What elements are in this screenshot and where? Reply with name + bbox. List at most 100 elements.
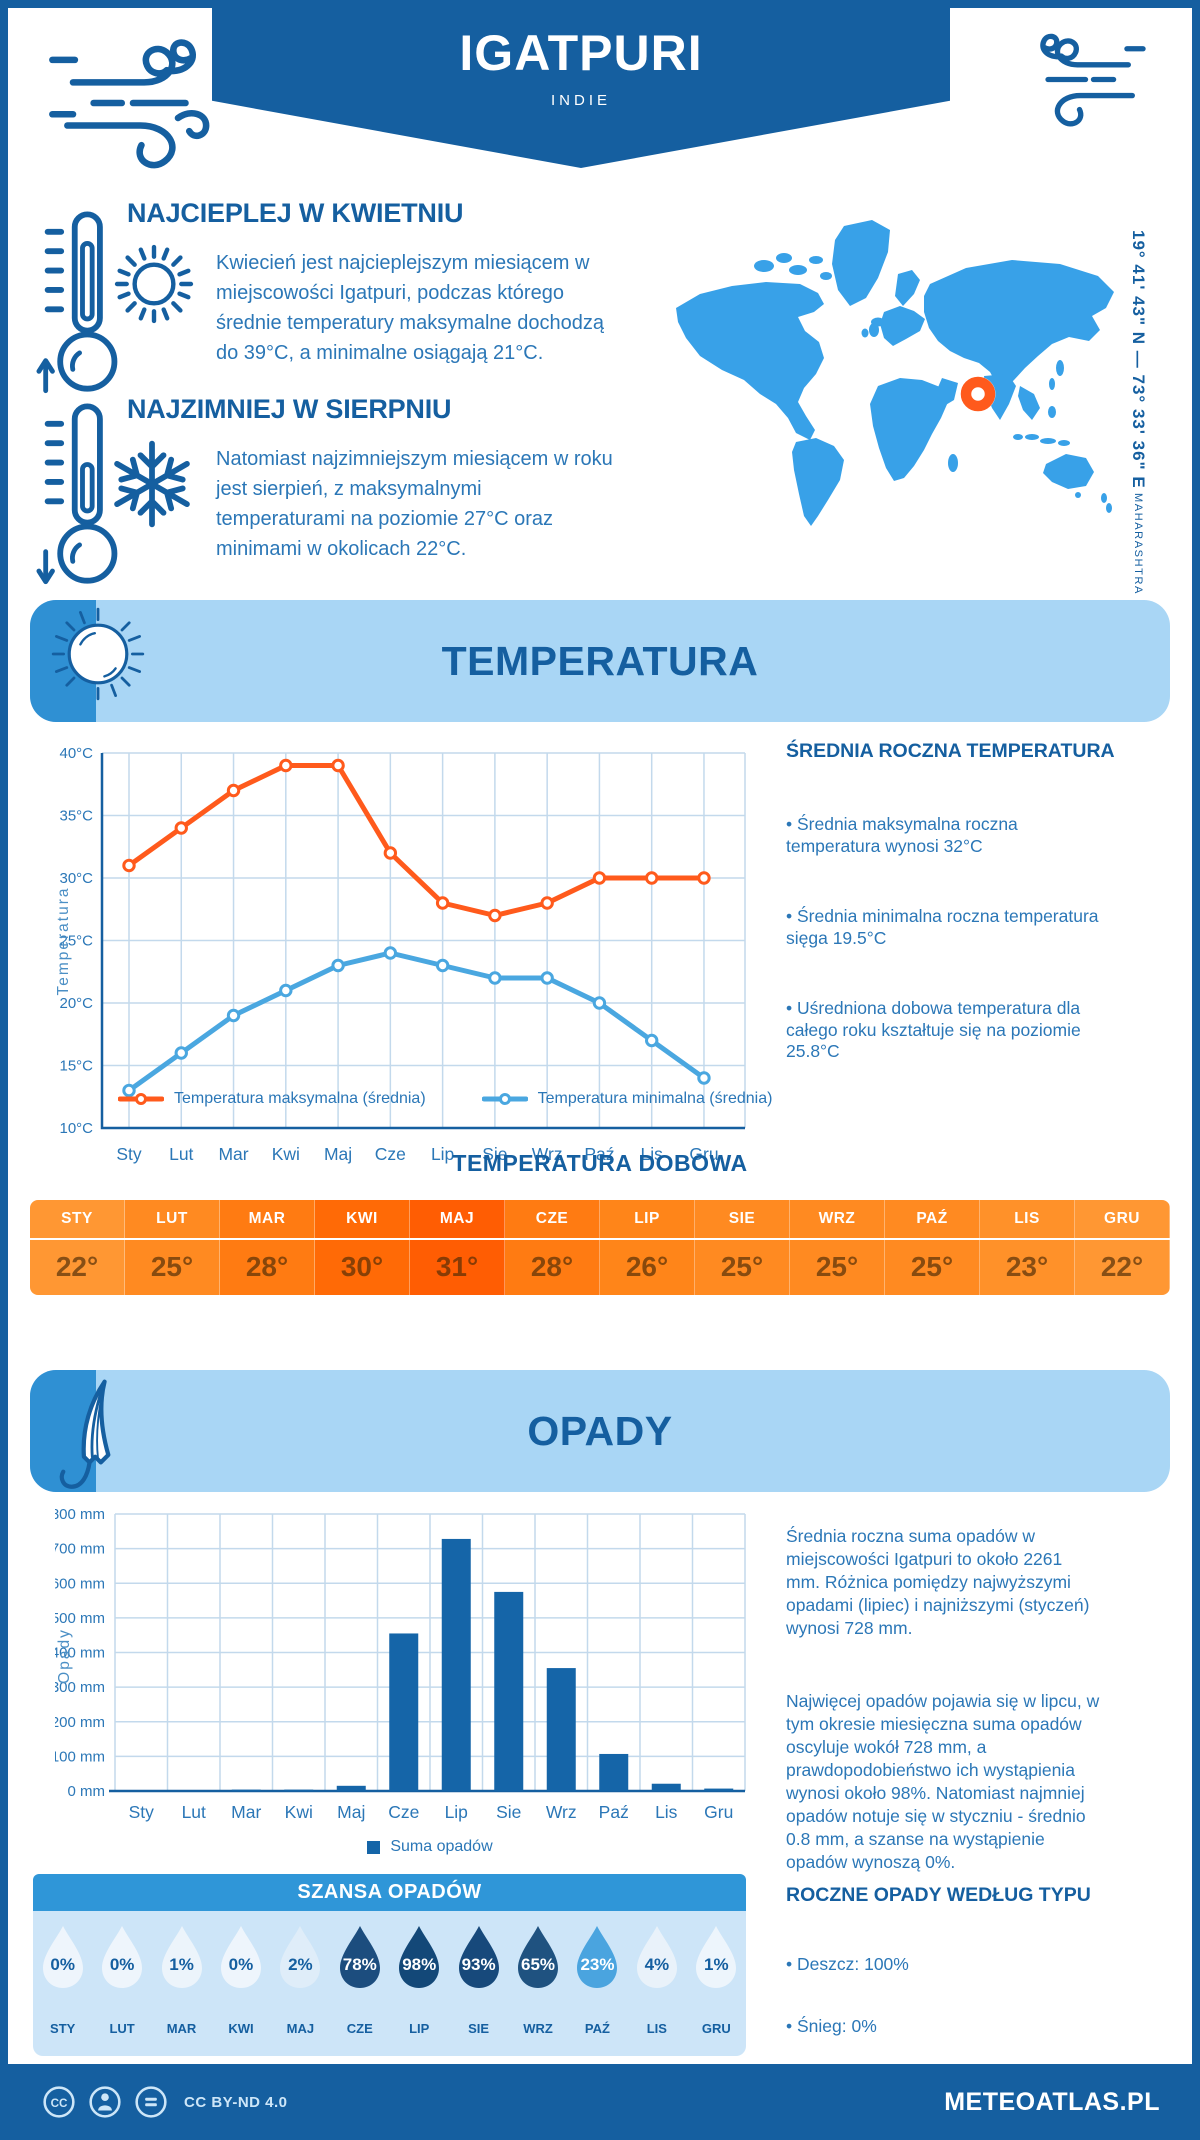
daily-temp-value: 22° bbox=[1100, 1250, 1144, 1282]
y-tick-label: 0 mm bbox=[68, 1783, 106, 1800]
daily-temp-value: 28° bbox=[245, 1250, 289, 1282]
coldest-text: Natomiast najzimniejszym miesiącem w rok… bbox=[216, 448, 613, 560]
chance-month: LIP bbox=[409, 2021, 430, 2036]
y-tick-label: 400 mm bbox=[55, 1645, 105, 1662]
data-point bbox=[279, 758, 293, 773]
legend-label: Suma opadów bbox=[390, 1838, 493, 1855]
daily-temp-cell: CZE 28° bbox=[505, 1200, 600, 1295]
warmest-text: Kwiecień jest najcieplejszym miesiącem w… bbox=[216, 252, 604, 364]
daily-temp-value: 25° bbox=[910, 1250, 954, 1282]
droplet-icon bbox=[280, 1926, 321, 1988]
y-tick-label: 500 mm bbox=[55, 1610, 105, 1627]
page-title: IGATPURI bbox=[459, 25, 703, 81]
chance-month: WRZ bbox=[523, 2021, 553, 2036]
sun-icon bbox=[51, 607, 145, 701]
data-point bbox=[122, 858, 136, 873]
daily-temp-cell: STY 22° bbox=[30, 1200, 125, 1295]
precip-paragraph: Średnia roczna suma opadów w miejscowośc… bbox=[786, 1526, 1090, 1638]
chance-value: 65% bbox=[521, 1955, 556, 1974]
license-label: CC BY-ND 4.0 bbox=[184, 2093, 288, 2111]
precip-chance-drop: 0% STY bbox=[33, 1911, 92, 2056]
thermometer-up-icon bbox=[36, 211, 118, 394]
series-line bbox=[126, 950, 707, 1093]
x-tick-label: Lut bbox=[169, 1144, 193, 1164]
droplet-icon bbox=[220, 1926, 261, 1988]
chance-month: LUT bbox=[109, 2021, 135, 2036]
chance-value: 0% bbox=[109, 1955, 135, 1974]
x-tick-label: Wrz bbox=[532, 1144, 563, 1164]
chance-value: 0% bbox=[228, 1955, 254, 1974]
precip-bar bbox=[389, 1633, 419, 1791]
data-point bbox=[279, 983, 293, 998]
data-point bbox=[540, 896, 554, 910]
daily-temp-month: CZE bbox=[535, 1210, 569, 1227]
x-tick-label: Sty bbox=[116, 1144, 142, 1164]
daily-temp-table: STY 22° LUT 25° MAR 28° KWI 30° MAJ 31° CZE 28° LIP 2… bbox=[30, 1200, 1170, 1295]
snowflake-icon bbox=[114, 440, 190, 528]
x-tick-label: Lis bbox=[641, 1144, 664, 1164]
daily-temp-value: 30° bbox=[340, 1250, 384, 1282]
site-label: METEOATLAS.PL bbox=[944, 2087, 1160, 2116]
series-line bbox=[126, 763, 707, 918]
daily-temp-value: 23° bbox=[1005, 1250, 1049, 1282]
data-point bbox=[645, 871, 659, 885]
svg-text:CC: CC bbox=[51, 2097, 68, 2110]
precip-bar bbox=[336, 1785, 366, 1791]
region-label: MAHARASHTRA bbox=[1132, 493, 1144, 596]
data-point bbox=[435, 958, 450, 973]
daily-temp-cell: PAŹ 25° bbox=[885, 1200, 980, 1295]
chance-month: MAR bbox=[166, 2021, 197, 2036]
daily-temp-month: SIE bbox=[728, 1210, 756, 1227]
chance-value: 4% bbox=[644, 1955, 670, 1974]
legend-item: Suma opadów bbox=[367, 1838, 493, 1856]
y-tick-label: 20°C bbox=[59, 995, 93, 1012]
x-tick-label: Sty bbox=[129, 1802, 155, 1822]
legend-label: Temperatura minimalna (średnia) bbox=[537, 1090, 773, 1107]
annual-temp-bullet: • Średnia maksymalna roczna temperatura … bbox=[786, 814, 1018, 856]
precip-chance-title: SZANSA OPADÓW bbox=[33, 1874, 746, 1911]
precip-paragraph: Najwięcej opadów pojawia się w lipcu, w … bbox=[786, 1691, 1100, 1872]
precip-chance-drop: 65% WRZ bbox=[508, 1911, 567, 2056]
y-tick-label: 35°C bbox=[59, 808, 93, 825]
y-tick-label: 15°C bbox=[59, 1058, 93, 1075]
y-tick-label: 200 mm bbox=[55, 1714, 105, 1731]
chance-value: 93% bbox=[461, 1955, 496, 1974]
precip-by-type-title: ROCZNE OPADY WEDŁUG TYPU bbox=[786, 1884, 1091, 1906]
precip-chance-drop: 1% MAR bbox=[152, 1911, 211, 2056]
droplet-icon bbox=[102, 1926, 143, 1988]
x-tick-label: Wrz bbox=[546, 1802, 577, 1822]
droplet-icon bbox=[518, 1926, 559, 1988]
legend-item: Temperatura maksymalna (średnia) bbox=[118, 1090, 426, 1108]
precip-by-type-bullet: • Śnieg: 0% bbox=[786, 2016, 877, 2036]
annual-temp-title: ŚREDNIA ROCZNA TEMPERATURA bbox=[786, 740, 1115, 762]
y-tick-label: 800 mm bbox=[55, 1506, 105, 1523]
annual-temp-bullet: • Średnia minimalna roczna temperatura s… bbox=[786, 906, 1099, 948]
data-point bbox=[697, 871, 711, 885]
x-tick-label: Lis bbox=[655, 1802, 678, 1822]
umbrella-icon bbox=[59, 1379, 111, 1489]
daily-temp-value: 26° bbox=[625, 1250, 669, 1282]
data-point bbox=[226, 783, 241, 798]
precip-by-type-bullet: • Deszcz: 100% bbox=[786, 1954, 909, 1974]
data-point bbox=[435, 896, 450, 910]
y-tick-label: 40°C bbox=[59, 745, 93, 762]
footer: CC CC BY-ND 4.0 METEOATLAS.PL bbox=[0, 2064, 1200, 2140]
chance-month: MAJ bbox=[286, 2021, 315, 2036]
x-tick-label: Paź bbox=[584, 1144, 614, 1164]
daily-temp-month: STY bbox=[61, 1210, 93, 1227]
x-tick-label: Gru bbox=[689, 1144, 718, 1164]
daily-temp-cell: WRZ 25° bbox=[790, 1200, 885, 1295]
precip-bar bbox=[546, 1668, 576, 1791]
daily-temp-month: PAŹ bbox=[916, 1210, 948, 1227]
x-tick-label: Sie bbox=[496, 1802, 521, 1822]
daily-temp-cell: MAJ 31° bbox=[410, 1200, 505, 1295]
x-tick-label: Lip bbox=[431, 1144, 454, 1164]
thermometer-down-icon bbox=[36, 403, 118, 585]
daily-temp-month: GRU bbox=[1104, 1210, 1140, 1227]
legend-label: Temperatura maksymalna (średnia) bbox=[174, 1090, 426, 1107]
daily-temp-value: 25° bbox=[150, 1250, 194, 1282]
precip-bar bbox=[599, 1753, 629, 1791]
data-point bbox=[697, 1071, 711, 1085]
precipitation-section-banner: OPADY bbox=[30, 1370, 1170, 1492]
